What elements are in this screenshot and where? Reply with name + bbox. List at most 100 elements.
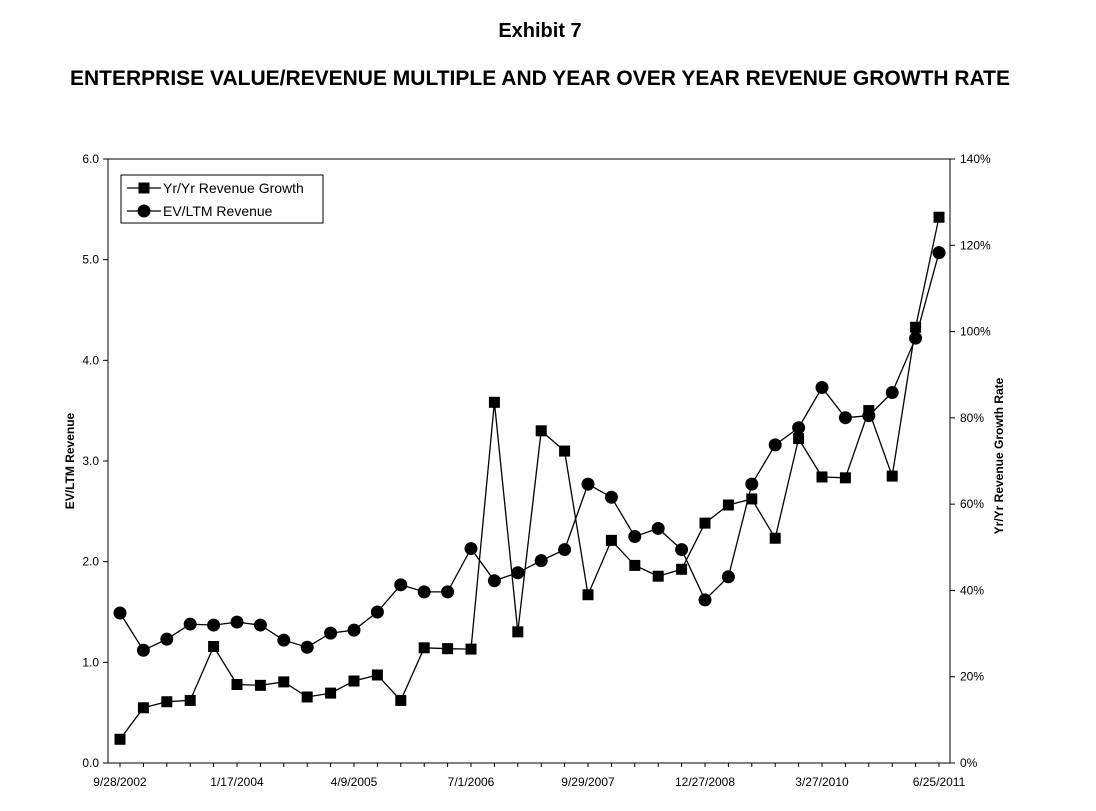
growth-point	[325, 687, 337, 699]
ev-point	[604, 490, 618, 504]
x-tick-label: 3/27/2010	[795, 775, 849, 789]
ev-point	[113, 606, 127, 620]
y2-tick-label: 140%	[960, 152, 991, 166]
ev-point	[370, 605, 384, 619]
y2-axis-label: Yr/Yr Revenue Growth Rate	[992, 377, 1006, 534]
y2-tick-label: 60%	[960, 497, 984, 511]
ev-point	[745, 477, 759, 491]
x-tick-label: 4/9/2005	[331, 775, 378, 789]
y-tick-label: 2.0	[82, 555, 99, 569]
ev-point	[768, 438, 782, 452]
ev-point	[792, 421, 806, 435]
ev-point	[815, 381, 829, 395]
ev-point	[675, 543, 689, 557]
y-tick-label: 1.0	[82, 655, 99, 669]
ev-point	[324, 626, 338, 640]
growth-point	[722, 499, 734, 511]
y2-tick-label: 80%	[960, 411, 984, 425]
growth-point	[746, 493, 758, 505]
x-tick-label: 7/1/2006	[448, 775, 495, 789]
ev-point	[277, 633, 291, 647]
growth-point	[933, 211, 945, 223]
ev-point	[651, 521, 665, 535]
growth-point	[839, 472, 851, 484]
legend-box	[120, 174, 324, 224]
ev-point	[932, 246, 946, 260]
ev-point	[885, 386, 899, 400]
y2-tick-label: 40%	[960, 583, 984, 597]
x-tick-label: 1/17/2004	[210, 775, 264, 789]
ev-point	[721, 570, 735, 584]
growth-point	[676, 563, 688, 575]
legend-circle-marker	[137, 204, 151, 218]
growth-point	[208, 641, 220, 653]
legend-square-marker	[138, 182, 150, 194]
growth-point	[886, 470, 898, 482]
ev-point	[534, 554, 548, 568]
ev-point	[511, 566, 525, 580]
y-tick-label: 0.0	[82, 756, 99, 770]
x-tick-label: 9/28/2002	[93, 775, 147, 789]
ev-point	[417, 585, 431, 599]
ev-point	[207, 618, 221, 632]
ev-point	[253, 618, 267, 632]
growth-point	[278, 676, 290, 688]
growth-point	[465, 643, 477, 655]
legend-label: Yr/Yr Revenue Growth	[163, 180, 304, 196]
series-markers	[113, 211, 946, 745]
growth-point	[161, 696, 173, 708]
growth-point	[535, 425, 547, 437]
chart-title: ENTERPRISE VALUE/REVENUE MULTIPLE AND YE…	[69, 67, 1011, 90]
growth-point	[816, 471, 828, 483]
y-tick-label: 4.0	[82, 353, 99, 367]
growth-point	[395, 694, 407, 706]
growth-point	[582, 589, 594, 601]
growth-point	[629, 559, 641, 571]
series-line-ev	[119, 252, 940, 652]
ev-point	[558, 543, 572, 557]
chart-axes: 0.0 1.0 2.0 3.0 4.0 5.0 6.0 0% 20% 40% 60% 80% 100% 1…	[63, 152, 1006, 789]
y2-tick-label: 100%	[960, 325, 991, 339]
ev-point	[581, 477, 595, 491]
series-line-growth	[119, 217, 940, 740]
ev-point	[230, 615, 244, 629]
ev-point	[183, 617, 197, 631]
growth-point	[512, 626, 524, 638]
growth-point	[418, 642, 430, 654]
growth-point	[769, 532, 781, 544]
y2-tick-label: 0%	[960, 756, 978, 770]
ev-point	[136, 643, 150, 657]
exhibit-label: Exhibit 7	[498, 20, 582, 42]
growth-point	[699, 517, 711, 529]
growth-point	[559, 445, 571, 457]
growth-point	[348, 675, 360, 687]
growth-point	[605, 534, 617, 546]
growth-point	[371, 669, 383, 681]
ev-point	[347, 623, 361, 637]
ev-point	[628, 530, 642, 543]
ev-point	[862, 409, 876, 423]
growth-point	[442, 643, 454, 655]
growth-point	[184, 694, 196, 706]
growth-point	[254, 679, 266, 691]
ev-point	[394, 578, 408, 592]
growth-point	[137, 702, 149, 714]
legend: Yr/Yr Revenue Growth EV/LTM Revenue	[120, 174, 324, 224]
y-axis-label: EV/LTM Revenue	[63, 412, 77, 509]
ev-point	[160, 632, 174, 646]
ev-point	[838, 411, 852, 425]
y2-tick-label: 20%	[960, 670, 984, 684]
growth-point	[231, 678, 243, 690]
legend-label: EV/LTM Revenue	[163, 203, 273, 219]
y2-tick-label: 120%	[960, 238, 991, 252]
x-tick-label: 12/27/2008	[675, 775, 735, 789]
ev-point	[441, 585, 455, 599]
ev-point	[487, 574, 501, 588]
y-tick-label: 5.0	[82, 253, 99, 267]
x-tick-label: 6/25/2011	[913, 775, 966, 789]
ev-point	[464, 542, 478, 556]
ev-point	[300, 640, 314, 654]
growth-point	[114, 733, 126, 745]
growth-point	[793, 433, 805, 445]
